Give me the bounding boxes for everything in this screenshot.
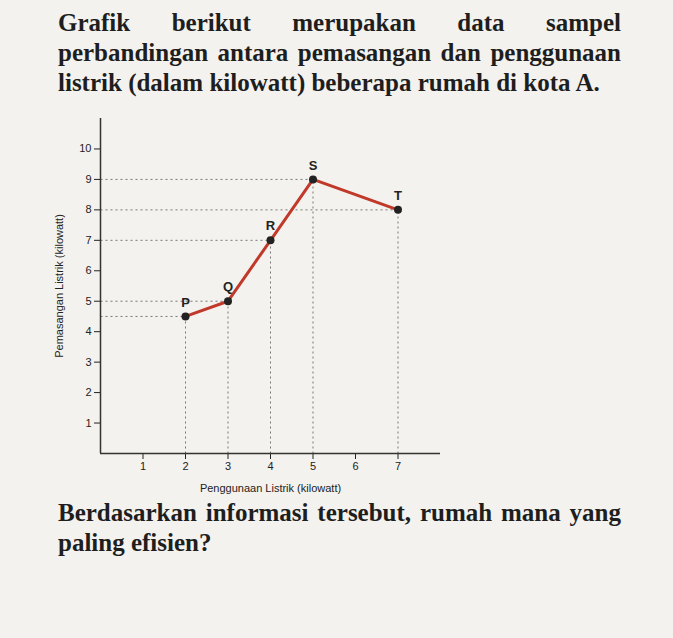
svg-text:6: 6 bbox=[85, 264, 91, 276]
svg-text:S: S bbox=[309, 158, 318, 173]
svg-text:T: T bbox=[394, 188, 402, 203]
html-text:Grafik berikut merupakan data: Grafik berikut merupakan data sampel per… bbox=[58, 9, 621, 96]
svg-text:3: 3 bbox=[85, 356, 91, 368]
svg-text:5: 5 bbox=[85, 295, 91, 307]
svg-text:4: 4 bbox=[267, 460, 273, 472]
svg-text:8: 8 bbox=[85, 203, 91, 215]
svg-text:4: 4 bbox=[85, 325, 91, 337]
svg-text:6: 6 bbox=[352, 460, 358, 472]
svg-text:3: 3 bbox=[225, 460, 231, 472]
svg-text:2: 2 bbox=[182, 460, 188, 472]
svg-text:5: 5 bbox=[310, 460, 316, 472]
svg-text:1: 1 bbox=[85, 417, 91, 429]
svg-text:Q: Q bbox=[223, 279, 233, 294]
svg-text:7: 7 bbox=[395, 460, 401, 472]
svg-text:10: 10 bbox=[79, 142, 91, 154]
html-text:Berdasarkan informasi tersebut: Berdasarkan informasi tersebut, rumah ma… bbox=[58, 499, 621, 556]
svg-text:1: 1 bbox=[140, 460, 146, 472]
svg-text:2: 2 bbox=[85, 386, 91, 398]
svg-text:Penggunaan Listrik (kilowatt): Penggunaan Listrik (kilowatt) bbox=[200, 482, 341, 494]
svg-text:R: R bbox=[266, 218, 276, 233]
svg-text:9: 9 bbox=[85, 173, 91, 185]
svg-text:P: P bbox=[181, 295, 190, 310]
svg-text:7: 7 bbox=[85, 234, 91, 246]
svg-text:Pemasangan Listrik (kilowatt): Pemasangan Listrik (kilowatt) bbox=[53, 214, 65, 358]
